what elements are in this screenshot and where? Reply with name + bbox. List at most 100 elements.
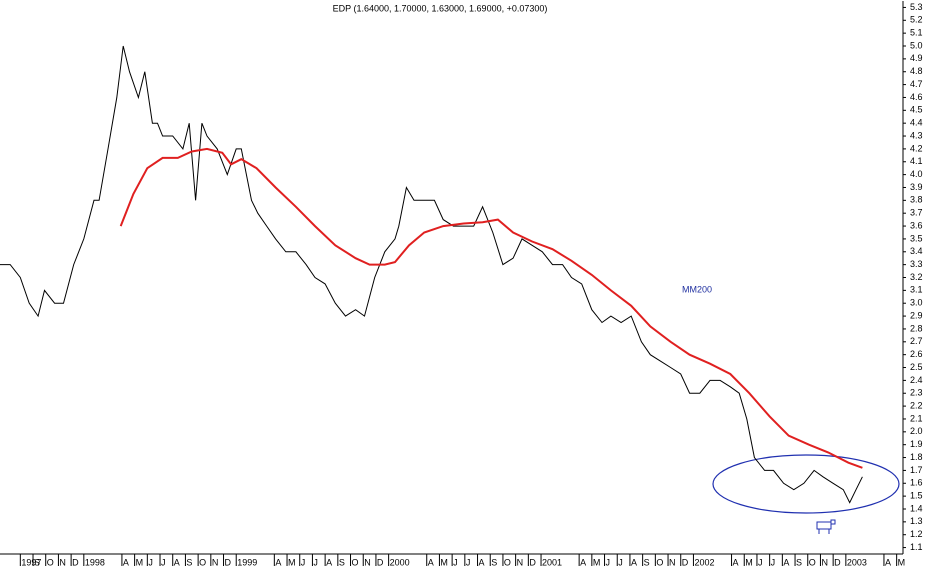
y-tick-label: 2.4 bbox=[910, 375, 923, 385]
y-tick-label: 1.1 bbox=[910, 542, 923, 552]
x-tick-label: J bbox=[161, 557, 166, 567]
x-tick-label: O bbox=[656, 557, 663, 567]
y-tick-label: 3.2 bbox=[910, 272, 923, 282]
y-tick-label: 1.2 bbox=[910, 529, 923, 539]
x-tick-label: O bbox=[47, 557, 54, 567]
x-tick-label: 2001 bbox=[542, 557, 562, 567]
y-tick-label: 4.0 bbox=[910, 169, 923, 179]
x-tick-label: O bbox=[809, 557, 816, 567]
y-tick-label: 4.3 bbox=[910, 130, 923, 140]
y-tick-label: 3.6 bbox=[910, 220, 923, 230]
y-tick-label: 3.0 bbox=[910, 298, 923, 308]
x-tick-label: A bbox=[123, 557, 129, 567]
x-tick-label: A bbox=[174, 557, 180, 567]
y-tick-label: 3.7 bbox=[910, 208, 923, 218]
y-tick-label: 2.2 bbox=[910, 400, 923, 410]
y-tick-label: 5.0 bbox=[910, 40, 923, 50]
x-tick-label: 1997 bbox=[21, 557, 41, 567]
x-tick-label: D bbox=[529, 557, 536, 567]
x-tick-label: D bbox=[834, 557, 841, 567]
y-tick-label: 5.2 bbox=[910, 15, 923, 25]
x-tick-label: S bbox=[339, 557, 345, 567]
y-tick-label: 4.8 bbox=[910, 66, 923, 76]
y-tick-label: 1.7 bbox=[910, 465, 923, 475]
x-tick-label: M bbox=[288, 557, 296, 567]
x-tick-label: N bbox=[59, 557, 65, 567]
x-tick-label: M bbox=[136, 557, 144, 567]
x-tick-label: S bbox=[34, 557, 40, 567]
series-line bbox=[119, 147, 863, 469]
y-tick-label: 4.4 bbox=[910, 118, 923, 128]
x-tick-label: A bbox=[885, 557, 891, 567]
x-tick-label: M bbox=[898, 557, 906, 567]
y-tick-label: 3.8 bbox=[910, 195, 923, 205]
y-tick-label: 2.3 bbox=[910, 388, 923, 398]
y-tick-label: 3.4 bbox=[910, 246, 923, 256]
x-tick-label: J bbox=[771, 557, 776, 567]
x-tick-label: J bbox=[466, 557, 471, 567]
y-tick-label: 3.1 bbox=[910, 285, 923, 295]
x-tick-label: 2000 bbox=[390, 557, 410, 567]
y-tick-label: 4.7 bbox=[910, 79, 923, 89]
x-tick-label: 2002 bbox=[694, 557, 714, 567]
y-tick-label: 4.2 bbox=[910, 143, 923, 153]
y-tick-label: 2.7 bbox=[910, 336, 923, 346]
x-tick-label: A bbox=[275, 557, 281, 567]
x-tick-label: D bbox=[682, 557, 689, 567]
y-tick-label: 1.3 bbox=[910, 516, 923, 526]
x-tick-label: A bbox=[783, 557, 789, 567]
y-tick-label: 4.6 bbox=[910, 92, 923, 102]
highlight-ellipse bbox=[712, 454, 900, 514]
y-tick-label: 1.6 bbox=[910, 478, 923, 488]
y-tick-label: 5.1 bbox=[910, 28, 923, 38]
y-tick-label: 2.0 bbox=[910, 426, 923, 436]
x-tick-label: O bbox=[504, 557, 511, 567]
x-tick-label: O bbox=[352, 557, 359, 567]
y-tick-label: 1.5 bbox=[910, 491, 923, 501]
x-tick-label: S bbox=[491, 557, 497, 567]
x-tick-label: M bbox=[593, 557, 601, 567]
y-tick-label: 2.1 bbox=[910, 413, 923, 423]
x-tick-label: A bbox=[428, 557, 434, 567]
x-tick-label: D bbox=[72, 557, 79, 567]
y-tick-label: 2.5 bbox=[910, 362, 923, 372]
x-tick-label: 1998 bbox=[85, 557, 105, 567]
x-tick-label: 2003 bbox=[847, 557, 867, 567]
x-tick-label: D bbox=[377, 557, 384, 567]
y-tick-label: 2.6 bbox=[910, 349, 923, 359]
chart-title: EDP (1.64000, 1.70000, 1.63000, 1.69000,… bbox=[333, 3, 548, 13]
x-tick-label: S bbox=[796, 557, 802, 567]
x-tick-label: N bbox=[821, 557, 828, 567]
y-tick-label: 3.9 bbox=[910, 182, 923, 192]
cow-icon bbox=[816, 519, 836, 534]
y-tick-label: 1.9 bbox=[910, 439, 923, 449]
y-tick-label: 1.4 bbox=[910, 503, 923, 513]
x-tick-label: M bbox=[440, 557, 448, 567]
y-tick-label: 5.3 bbox=[910, 2, 923, 12]
series-line bbox=[0, 45, 863, 504]
y-tick-label: 2.9 bbox=[910, 310, 923, 320]
x-tick-label: S bbox=[644, 557, 650, 567]
x-tick-label: J bbox=[313, 557, 318, 567]
x-tick-label: A bbox=[580, 557, 586, 567]
x-tick-label: N bbox=[364, 557, 371, 567]
x-tick-label: J bbox=[758, 557, 763, 567]
y-tick-label: 1.8 bbox=[910, 452, 923, 462]
x-tick-label: J bbox=[606, 557, 611, 567]
x-tick-label: A bbox=[733, 557, 739, 567]
x-tick-label: D bbox=[225, 557, 232, 567]
x-tick-label: A bbox=[326, 557, 332, 567]
y-tick-label: 3.5 bbox=[910, 233, 923, 243]
x-tick-label: N bbox=[517, 557, 524, 567]
x-tick-label: J bbox=[618, 557, 623, 567]
x-tick-label: A bbox=[631, 557, 637, 567]
x-tick-label: S bbox=[186, 557, 192, 567]
y-tick-label: 3.3 bbox=[910, 259, 923, 269]
x-tick-label: J bbox=[453, 557, 458, 567]
x-tick-label: M bbox=[745, 557, 753, 567]
x-tick-label: 1999 bbox=[237, 557, 257, 567]
x-tick-label: J bbox=[148, 557, 153, 567]
y-tick-label: 4.9 bbox=[910, 53, 923, 63]
y-tick-label: 4.5 bbox=[910, 105, 923, 115]
